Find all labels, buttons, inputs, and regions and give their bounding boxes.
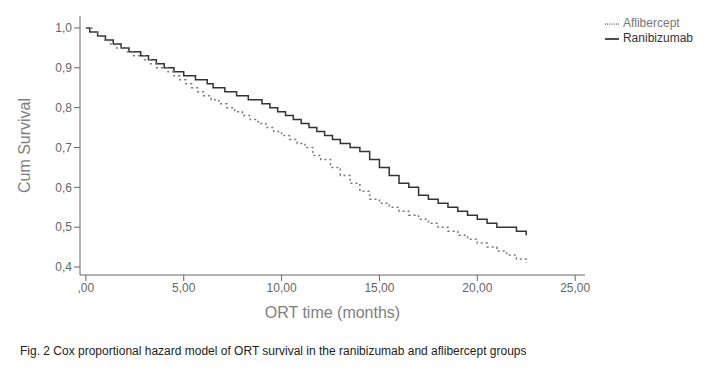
svg-text:0,9: 0,9: [55, 61, 72, 75]
svg-text:10,00: 10,00: [267, 281, 297, 295]
svg-text:ORT time (months): ORT time (months): [265, 304, 400, 321]
svg-text:0,8: 0,8: [55, 101, 72, 115]
html-text:Fig. 2 Cox proportional hazard: Fig. 2 Cox proportional hazard model of …: [20, 344, 527, 358]
svg-text:0,5: 0,5: [55, 220, 72, 234]
svg-text:0,7: 0,7: [55, 141, 72, 155]
svg-text:1,0: 1,0: [55, 21, 72, 35]
svg-text:0,6: 0,6: [55, 181, 72, 195]
html-text:Aflibercept: Aflibercept: [623, 16, 680, 30]
svg-text:15,00: 15,00: [364, 281, 394, 295]
svg-text:Cum Survival: Cum Survival: [16, 98, 33, 193]
svg-text:5,00: 5,00: [172, 281, 196, 295]
svg-text:20,00: 20,00: [462, 281, 492, 295]
svg-text:,00: ,00: [78, 281, 95, 295]
html-text:Ranibizumab: Ranibizumab: [623, 30, 693, 45]
svg-text:25,00: 25,00: [560, 281, 590, 295]
svg-text:0,4: 0,4: [55, 260, 72, 274]
